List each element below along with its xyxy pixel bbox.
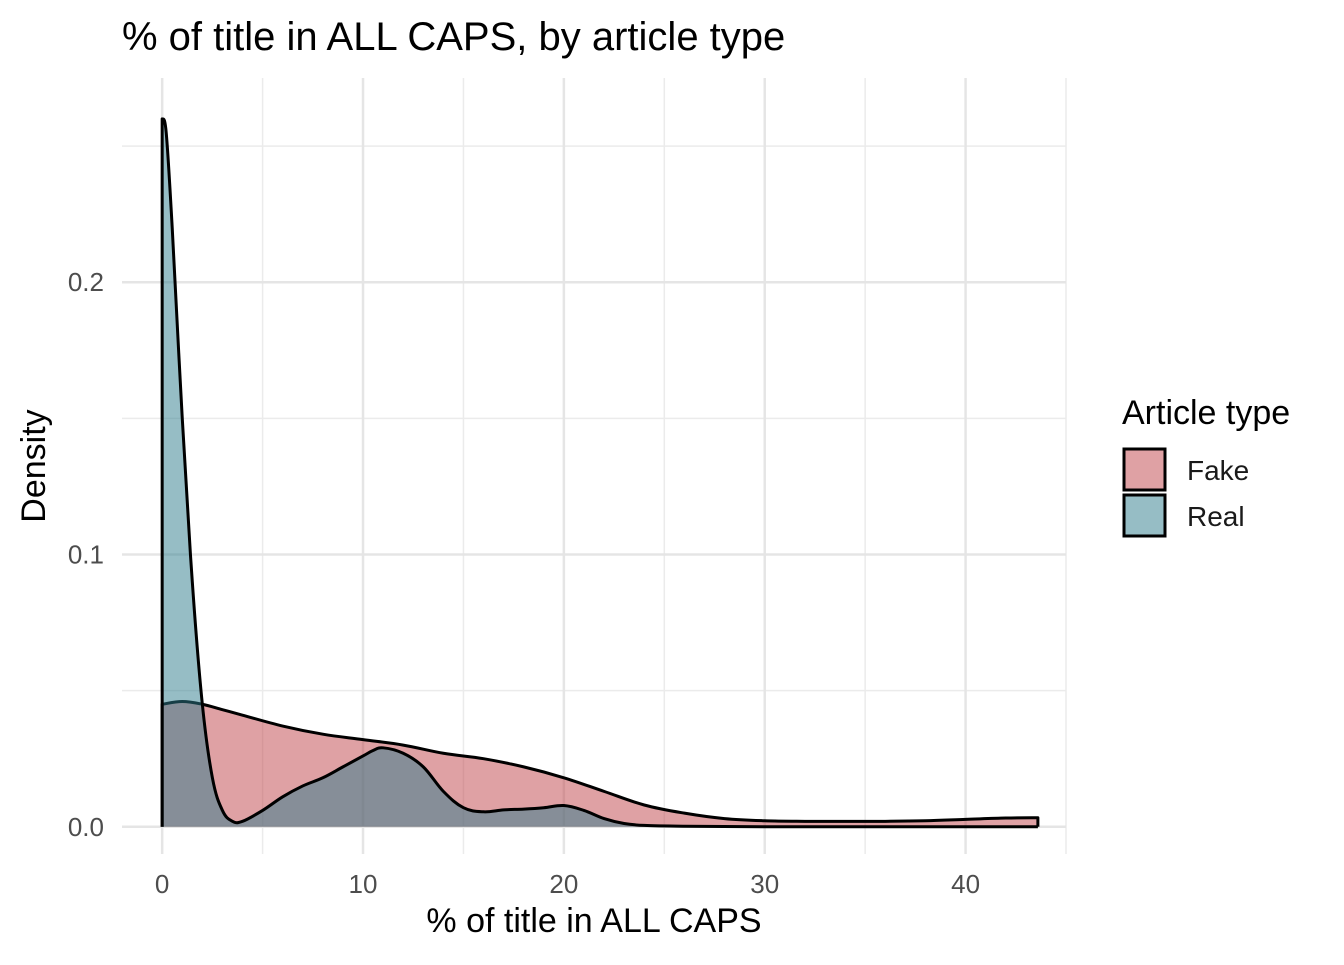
x-tick-label: 0 <box>155 869 169 899</box>
real-legend-label: Real <box>1187 501 1245 532</box>
fake-density-outline <box>160 700 1040 827</box>
fake-legend-label: Fake <box>1187 455 1249 486</box>
x-tick-label: 40 <box>951 869 980 899</box>
x-tick-label: 20 <box>549 869 578 899</box>
legend-title: Article type <box>1122 394 1290 432</box>
legend: Article type Fake Real <box>1122 394 1290 538</box>
legend-items: Fake Real <box>1122 447 1249 538</box>
y-axis-title: Density <box>15 409 53 522</box>
x-tick-label: 10 <box>349 869 378 899</box>
real-legend-key <box>1122 493 1167 538</box>
tick-labels: 0 10 20 30 40 0.0 0.1 0.2 <box>68 267 980 899</box>
chart-title: % of title in ALL CAPS, by article type <box>122 15 785 59</box>
x-tick-label: 30 <box>750 869 779 899</box>
density-areas <box>160 117 1040 829</box>
real-density-outline <box>160 117 1038 829</box>
real-density-area <box>162 118 1038 827</box>
fake-legend-key <box>1122 447 1167 492</box>
y-tick-label: 0.2 <box>68 267 104 297</box>
y-tick-label: 0.1 <box>68 539 104 569</box>
y-tick-label: 0.0 <box>68 812 104 842</box>
x-axis-title: % of title in ALL CAPS <box>426 902 761 940</box>
